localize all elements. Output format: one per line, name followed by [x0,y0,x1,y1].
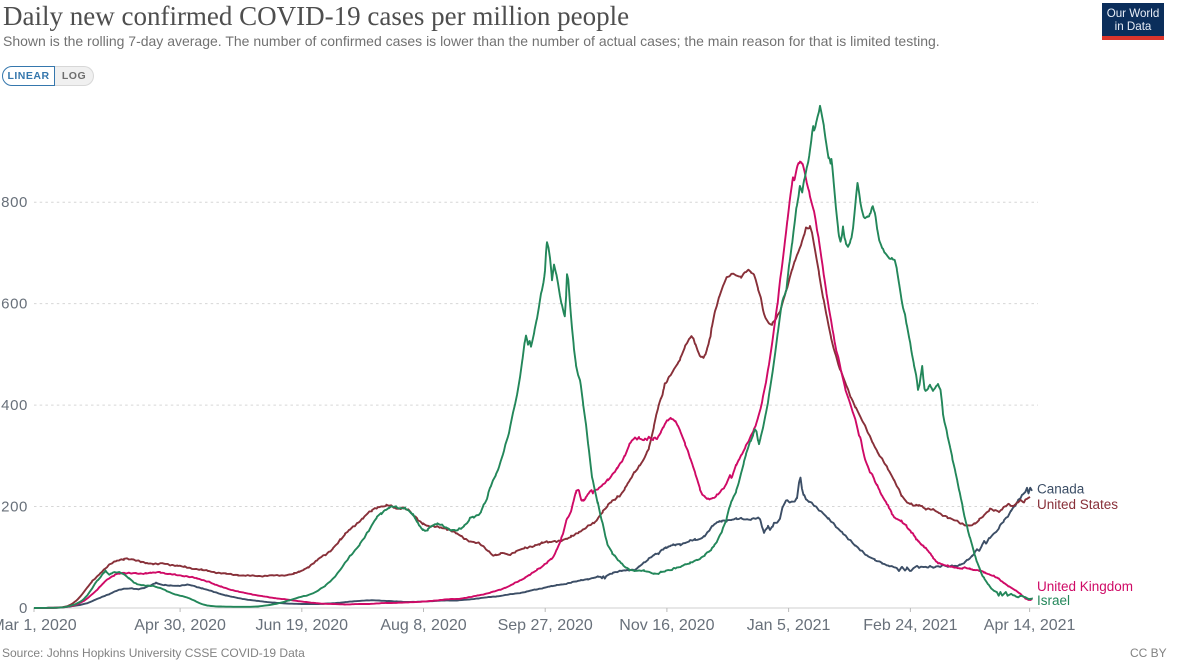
svg-text:400: 400 [1,397,28,414]
svg-text:Sep 27, 2020: Sep 27, 2020 [498,617,593,634]
svg-text:Nov 16, 2020: Nov 16, 2020 [619,617,714,634]
svg-text:United Kingdom: United Kingdom [1037,579,1133,594]
svg-text:Feb 24, 2021: Feb 24, 2021 [863,617,957,634]
svg-text:600: 600 [1,296,28,313]
svg-text:Canada: Canada [1037,482,1085,497]
svg-text:Aug 8, 2020: Aug 8, 2020 [380,617,466,634]
svg-text:Mar 1, 2020: Mar 1, 2020 [0,617,77,634]
svg-text:Apr 30, 2020: Apr 30, 2020 [134,617,226,634]
svg-text:200: 200 [1,499,28,516]
svg-text:Jan 5, 2021: Jan 5, 2021 [747,617,831,634]
svg-text:Apr 14, 2021: Apr 14, 2021 [984,617,1076,634]
svg-text:800: 800 [1,194,28,211]
svg-text:United States: United States [1037,497,1118,512]
svg-text:Israel: Israel [1037,593,1070,608]
svg-text:Jun 19, 2020: Jun 19, 2020 [256,617,349,634]
svg-text:0: 0 [19,600,28,617]
